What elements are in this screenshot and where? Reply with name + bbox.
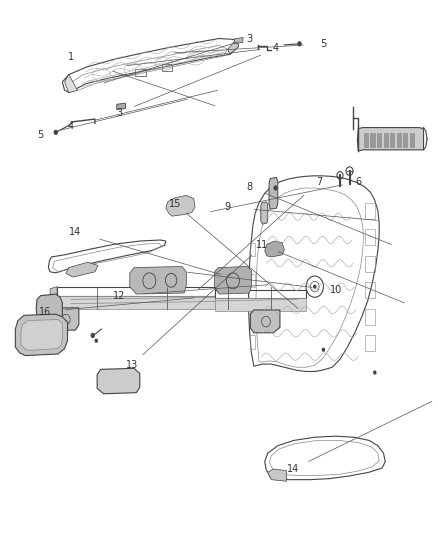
Bar (364, 133, 368, 147)
Circle shape (273, 185, 278, 191)
Polygon shape (265, 241, 284, 257)
Polygon shape (261, 202, 268, 224)
Bar (371, 133, 375, 147)
Text: 3: 3 (116, 108, 122, 118)
Polygon shape (166, 196, 195, 216)
Text: 13: 13 (126, 360, 138, 369)
Polygon shape (21, 319, 62, 350)
Polygon shape (36, 294, 62, 322)
Text: 16: 16 (39, 306, 51, 317)
Text: 15: 15 (170, 199, 182, 209)
Polygon shape (53, 308, 79, 330)
Bar (410, 133, 414, 147)
Polygon shape (251, 310, 280, 333)
Bar (377, 133, 381, 147)
Text: 14: 14 (287, 464, 299, 474)
Text: 5: 5 (37, 130, 44, 140)
Bar (396, 133, 401, 147)
Text: 4: 4 (272, 43, 279, 53)
Text: 7: 7 (316, 176, 322, 187)
Text: 14: 14 (69, 227, 81, 237)
Bar (384, 133, 388, 147)
Bar (403, 133, 407, 147)
Circle shape (53, 130, 58, 135)
Text: 5: 5 (320, 39, 327, 49)
Circle shape (313, 285, 317, 289)
Polygon shape (269, 177, 278, 209)
Circle shape (91, 333, 95, 338)
Polygon shape (97, 368, 140, 394)
Circle shape (297, 41, 302, 46)
Polygon shape (66, 262, 98, 277)
Polygon shape (50, 287, 57, 311)
Text: 4: 4 (68, 121, 74, 131)
Text: 9: 9 (225, 202, 231, 212)
Text: 11: 11 (256, 240, 268, 251)
Text: 12: 12 (113, 290, 125, 301)
Polygon shape (117, 103, 125, 110)
Text: 8: 8 (247, 182, 253, 192)
Polygon shape (57, 296, 215, 309)
Polygon shape (357, 127, 424, 151)
Polygon shape (130, 266, 186, 294)
Polygon shape (215, 298, 306, 311)
Text: 3: 3 (247, 34, 253, 44)
Text: 6: 6 (355, 176, 361, 187)
Polygon shape (268, 469, 286, 481)
Circle shape (373, 370, 377, 375)
Polygon shape (64, 75, 78, 93)
Polygon shape (15, 314, 67, 356)
Polygon shape (215, 266, 252, 294)
Bar (390, 133, 394, 147)
Circle shape (322, 348, 325, 352)
Circle shape (95, 338, 98, 343)
Text: 1: 1 (68, 52, 74, 62)
Polygon shape (228, 39, 239, 54)
Text: 10: 10 (330, 285, 343, 295)
Polygon shape (234, 37, 243, 44)
